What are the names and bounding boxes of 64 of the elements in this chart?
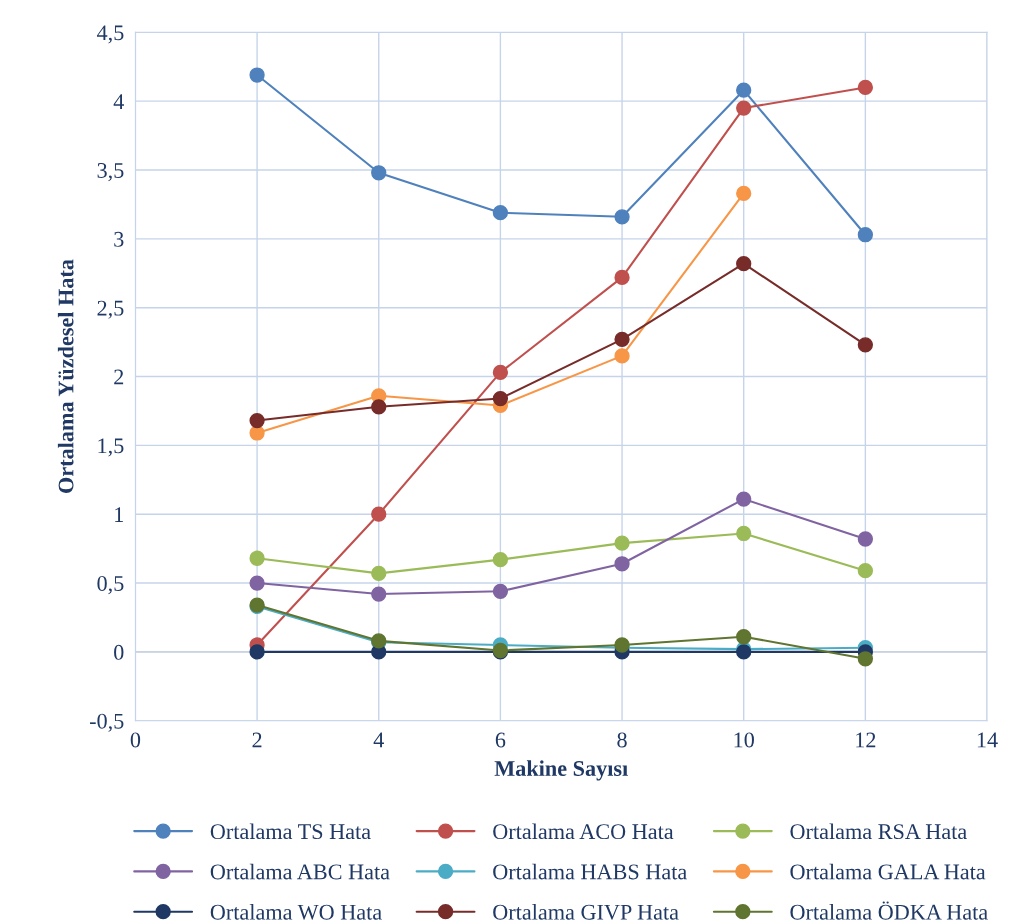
legend-label: Ortalama ABC Hata bbox=[210, 863, 390, 880]
point bbox=[249, 412, 265, 429]
legend-label: Ortalama RSA Hata bbox=[790, 823, 967, 840]
point bbox=[614, 348, 630, 364]
y-tick-label: 3 bbox=[114, 231, 124, 247]
point bbox=[614, 556, 630, 572]
y-axis-title: Ortalama Yüzdesel Hata bbox=[57, 259, 74, 493]
y-tick-label: 0 bbox=[114, 644, 124, 660]
point bbox=[371, 165, 387, 181]
point bbox=[614, 331, 630, 347]
y-tick-label: -0,5 bbox=[89, 713, 124, 732]
legend-label: Ortalama GIVP Hata bbox=[493, 904, 679, 920]
point bbox=[492, 583, 509, 599]
point bbox=[736, 185, 752, 202]
point bbox=[736, 82, 752, 98]
legend-label: Ortalama HABS Hata bbox=[493, 863, 687, 880]
legend-label: Ortalama WO Hata bbox=[210, 904, 382, 920]
point bbox=[736, 629, 752, 645]
x-tick-label: 12 bbox=[856, 732, 876, 748]
point bbox=[492, 551, 509, 568]
x-tick-label: 4 bbox=[373, 732, 384, 748]
y-tick-label: 4 bbox=[113, 94, 124, 109]
point bbox=[736, 491, 752, 507]
legend-label: Ortalama ACO Hata bbox=[493, 823, 674, 840]
point bbox=[492, 205, 509, 221]
point bbox=[249, 67, 265, 83]
legend-label: Ortalama TS Hata bbox=[210, 823, 371, 840]
point bbox=[857, 563, 873, 579]
y-tick-label: 3,5 bbox=[97, 163, 124, 182]
x-tick-label: 0 bbox=[130, 732, 141, 748]
point bbox=[857, 651, 873, 667]
point bbox=[249, 550, 265, 566]
point bbox=[736, 525, 752, 542]
point bbox=[857, 337, 873, 353]
point bbox=[614, 209, 630, 225]
x-tick-label: 6 bbox=[495, 732, 506, 748]
point bbox=[249, 644, 265, 660]
x-tick-label: 10 bbox=[734, 732, 754, 748]
point bbox=[857, 79, 873, 96]
x-tick-label: 2 bbox=[252, 732, 262, 748]
point bbox=[371, 565, 387, 582]
y-tick-label: 2,5 bbox=[97, 300, 124, 319]
point bbox=[736, 255, 752, 272]
y-tick-label: 0,5 bbox=[97, 575, 124, 595]
y-tick-label: 4,5 bbox=[96, 25, 124, 44]
point bbox=[492, 390, 509, 407]
point bbox=[857, 227, 873, 243]
point bbox=[492, 364, 509, 381]
point bbox=[249, 575, 265, 591]
point bbox=[614, 535, 630, 551]
legend-label: Ortalama GALA Hata bbox=[790, 863, 986, 880]
x-tick-label: 14 bbox=[977, 732, 998, 748]
legend-label: Ortalama ÖDKA Hata bbox=[790, 901, 988, 920]
point bbox=[371, 586, 387, 602]
point bbox=[857, 531, 873, 547]
y-tick-label: 1,5 bbox=[98, 438, 124, 457]
y-tick-label: 1 bbox=[115, 507, 123, 522]
x-axis-title: Makine Sayısı bbox=[494, 760, 628, 781]
y-tick-label: 2 bbox=[114, 369, 124, 385]
x-tick-label: 8 bbox=[617, 732, 627, 748]
point bbox=[371, 506, 387, 522]
point bbox=[371, 399, 387, 415]
point bbox=[614, 269, 630, 286]
point bbox=[736, 100, 752, 116]
